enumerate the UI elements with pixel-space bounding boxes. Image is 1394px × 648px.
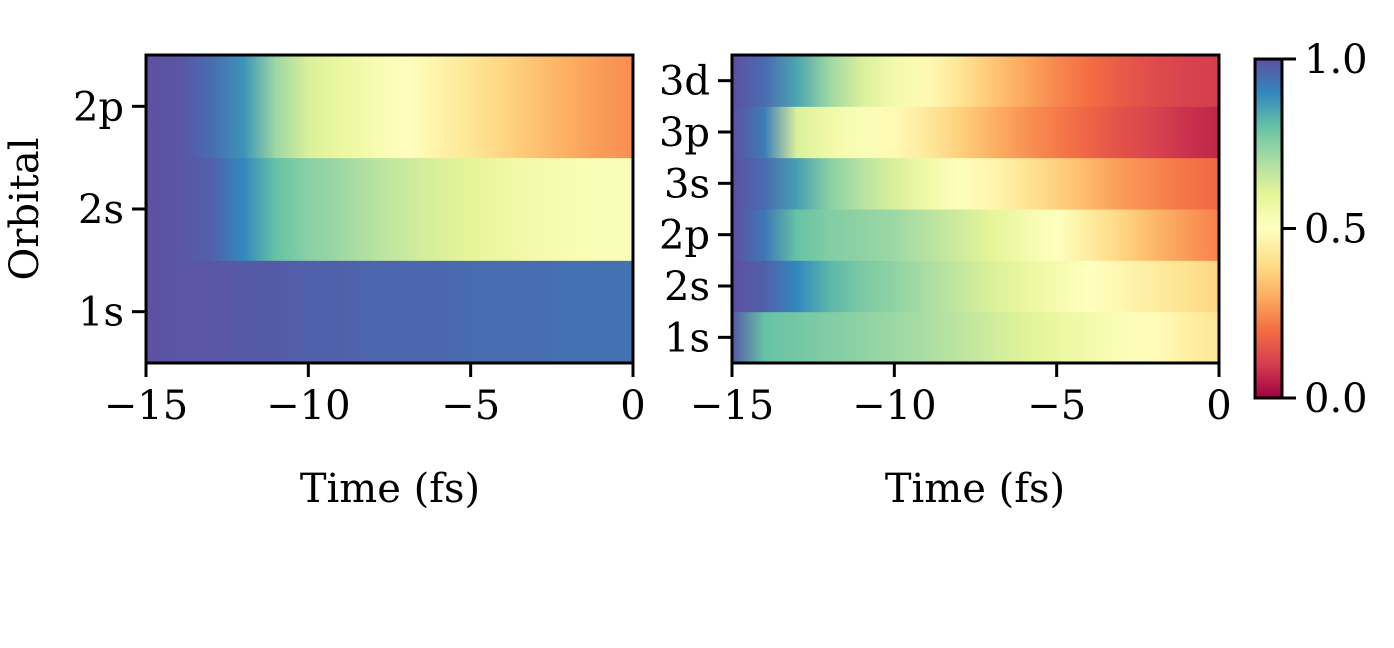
x-tick-label: 0 xyxy=(1206,383,1231,429)
y-tick-label-2p: 2p xyxy=(659,213,710,259)
x-tick-label: −5 xyxy=(1027,383,1086,429)
plot-frame xyxy=(144,53,635,365)
heatmap-row-2p xyxy=(732,209,1219,261)
x-tick-label: −15 xyxy=(104,383,188,429)
heatmap-row-2s xyxy=(732,260,1219,313)
heatmap-row-1s xyxy=(732,311,1219,364)
colorbar: 0.0 0.5 1.0 xyxy=(1253,37,1368,422)
colorbar-gradient xyxy=(1253,57,1284,400)
y-tick-label-3p: 3p xyxy=(659,110,710,156)
heatmap-row-3p xyxy=(732,106,1219,159)
x-tick-label: 0 xyxy=(620,383,645,429)
x-tick-label: −15 xyxy=(690,383,774,429)
y-tick-label-3d: 3d xyxy=(659,59,710,105)
x-tick-label: −10 xyxy=(852,383,936,429)
x-tick-label: −5 xyxy=(441,383,500,429)
heatmap-row-2p xyxy=(146,55,633,159)
heatmap-row-1s xyxy=(146,260,633,364)
heatmap-row-3d xyxy=(732,55,1219,107)
heatmap-panel-right: 1s 2s 2p 3s 3p 3d −15 −10 −5 0 xyxy=(659,53,1232,429)
y-tick-label-1s: 1s xyxy=(78,290,124,336)
plot-frame xyxy=(730,53,1221,365)
colorbar-tick-label: 0.0 xyxy=(1304,376,1368,422)
y-axis-label-left: Orbital xyxy=(2,137,48,280)
heatmap-row-3s xyxy=(732,157,1219,210)
colorbar-tick-label: 1.0 xyxy=(1304,37,1368,83)
heatmap-panel-left: 1s 2s 2p −15 −10 −5 0 xyxy=(73,53,646,429)
x-axis-label-left: Time (fs) xyxy=(300,466,480,512)
colorbar-tick-label: 0.5 xyxy=(1304,207,1368,253)
heatmap-row-2s xyxy=(146,157,633,261)
y-tick-label-3s: 3s xyxy=(664,161,710,207)
y-tick-label-1s: 1s xyxy=(664,315,710,361)
x-axis-label-right: Time (fs) xyxy=(885,466,1065,512)
y-tick-label-2s: 2s xyxy=(664,264,710,310)
y-tick-label-2s: 2s xyxy=(78,187,124,233)
y-tick-label-2p: 2p xyxy=(73,84,124,130)
x-tick-label: −10 xyxy=(266,383,350,429)
